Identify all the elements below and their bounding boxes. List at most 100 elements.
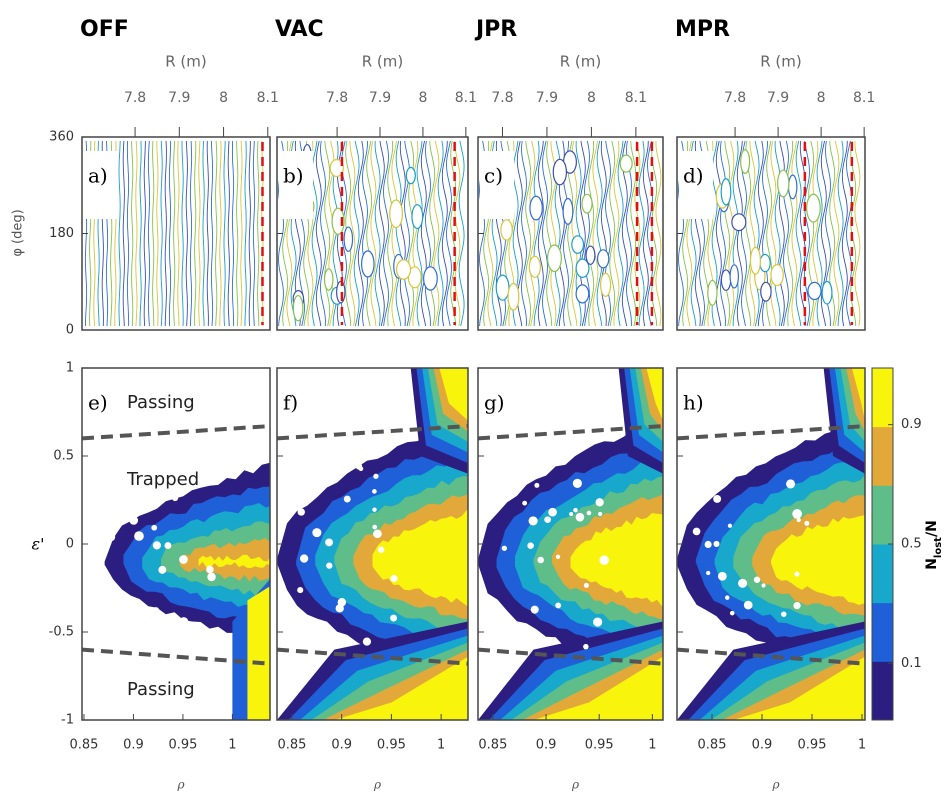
island (323, 268, 334, 291)
hole (778, 445, 783, 451)
hole (152, 607, 160, 614)
r-tick-label: 8.1 (625, 90, 647, 106)
r-tick-label: 7.9 (767, 90, 789, 106)
orbit (841, 140, 848, 327)
loss-region (533, 656, 663, 720)
loss-region (851, 368, 865, 421)
orbit (395, 140, 402, 327)
orbit (374, 140, 381, 327)
hole (555, 602, 562, 609)
island (529, 195, 543, 221)
eps-tick-label: 1 (66, 361, 74, 376)
orbit (324, 140, 331, 327)
orbit (846, 140, 852, 327)
island (707, 279, 718, 306)
hole (507, 480, 514, 487)
hole (555, 554, 561, 559)
island (396, 259, 412, 280)
hole (372, 507, 377, 512)
island (331, 207, 345, 235)
orbit (173, 140, 176, 327)
r-tick-label: 8.1 (853, 90, 875, 106)
panel-label-box (279, 388, 313, 418)
hole (593, 617, 603, 627)
hole (343, 495, 351, 503)
hole (358, 466, 364, 472)
colorbar-label-part: /N (924, 520, 940, 537)
orbit (252, 140, 256, 327)
hole (757, 438, 766, 447)
island (787, 174, 798, 200)
orbit (837, 140, 844, 327)
loss-map (677, 368, 865, 720)
orbit (630, 140, 637, 327)
hole (713, 494, 722, 503)
hole (167, 635, 173, 641)
orbit (537, 140, 544, 327)
hole (796, 517, 801, 523)
loss-region (771, 514, 865, 605)
rho-axis-label: ρ (771, 778, 779, 792)
colorbar-band (872, 485, 893, 545)
orbit (248, 140, 251, 327)
orbit (609, 140, 616, 327)
rho-tick-label: 0.9 (123, 738, 144, 753)
r-axis-label: R (m) (165, 53, 207, 71)
island (389, 199, 404, 229)
orbit (525, 140, 532, 327)
hole (362, 637, 372, 646)
orbit (854, 140, 861, 327)
orbit (391, 140, 398, 327)
orbit (378, 140, 385, 327)
hole (530, 605, 539, 614)
orbit (642, 140, 649, 327)
rho-tick-label: 0.95 (798, 738, 827, 753)
colorbar-label-part: lost (933, 537, 944, 558)
orbit (315, 140, 322, 327)
rho-axis-label: ρ (176, 778, 184, 792)
hole (161, 460, 169, 467)
phi-axis-label: φ (deg) (11, 209, 26, 256)
orbit (429, 140, 436, 327)
orbit (231, 140, 235, 326)
hole (152, 541, 161, 550)
r-tick-label: 8 (418, 90, 427, 106)
hole (143, 630, 150, 637)
orbit (357, 140, 364, 327)
loss-region (439, 368, 468, 421)
orbit (194, 140, 197, 327)
orbit (584, 140, 590, 327)
panel-label-box (480, 388, 514, 418)
column-title: MPR (675, 17, 730, 42)
rho-tick-label: 0.85 (698, 738, 727, 753)
orbit (791, 140, 798, 327)
island (596, 249, 610, 269)
hole (743, 600, 753, 610)
colorbar-label: Nlost/N (924, 520, 944, 570)
rho-tick-label: 0.85 (478, 738, 507, 753)
orbit (634, 140, 641, 327)
hole (597, 511, 603, 517)
boundary-line (478, 647, 663, 666)
hole (792, 509, 803, 519)
hole (325, 538, 334, 547)
loss-map (82, 368, 270, 720)
island (720, 269, 732, 291)
hole (572, 478, 582, 488)
orbit (181, 141, 184, 327)
island (760, 281, 772, 302)
hole (326, 562, 333, 569)
eps-tick-label: -0.5 (49, 625, 74, 640)
hole (692, 527, 701, 536)
hole (537, 556, 544, 564)
loss-region (198, 554, 270, 568)
hole (134, 531, 144, 541)
hole (583, 582, 589, 588)
loss-region (372, 509, 468, 606)
orbit (244, 140, 247, 326)
rho-axis-label: ρ (571, 778, 579, 792)
orbit (210, 140, 214, 327)
hole (206, 565, 214, 574)
orbit (227, 140, 230, 327)
